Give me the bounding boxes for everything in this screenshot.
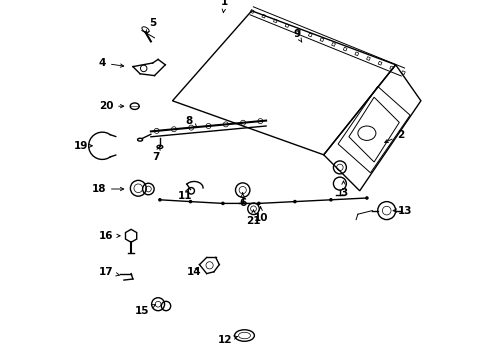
- Text: 5: 5: [145, 18, 156, 33]
- Text: 19: 19: [73, 141, 92, 151]
- Text: 12: 12: [217, 335, 237, 345]
- Bar: [319, 38, 323, 41]
- Text: 13: 13: [392, 206, 411, 216]
- Bar: [377, 61, 381, 65]
- Circle shape: [257, 202, 260, 205]
- Text: 15: 15: [134, 305, 155, 316]
- Bar: [250, 10, 253, 13]
- Bar: [366, 57, 369, 60]
- Text: 8: 8: [184, 116, 197, 127]
- Text: 3: 3: [339, 181, 346, 198]
- Text: 4: 4: [99, 58, 123, 68]
- Bar: [331, 42, 335, 46]
- Text: 16: 16: [99, 231, 120, 241]
- Text: 2: 2: [384, 130, 404, 143]
- Bar: [343, 47, 346, 51]
- Bar: [285, 24, 288, 27]
- Circle shape: [292, 200, 296, 203]
- Circle shape: [221, 202, 224, 205]
- Circle shape: [188, 200, 192, 203]
- Text: 18: 18: [91, 184, 123, 194]
- Circle shape: [365, 196, 368, 200]
- Bar: [308, 33, 311, 37]
- Text: 7: 7: [152, 146, 160, 162]
- Text: 21: 21: [246, 210, 260, 226]
- Text: 11: 11: [178, 188, 192, 201]
- Bar: [273, 19, 277, 23]
- Bar: [354, 52, 358, 56]
- Text: 20: 20: [99, 101, 123, 111]
- Bar: [401, 71, 405, 75]
- Circle shape: [328, 198, 332, 202]
- Text: 10: 10: [253, 207, 267, 223]
- Text: 9: 9: [292, 29, 301, 42]
- Bar: [296, 28, 300, 32]
- Text: 1: 1: [221, 0, 228, 13]
- Bar: [262, 14, 265, 18]
- Text: 17: 17: [99, 267, 119, 277]
- Circle shape: [158, 198, 162, 202]
- Bar: [389, 66, 393, 70]
- Text: 14: 14: [186, 267, 201, 277]
- Text: 6: 6: [239, 193, 246, 208]
